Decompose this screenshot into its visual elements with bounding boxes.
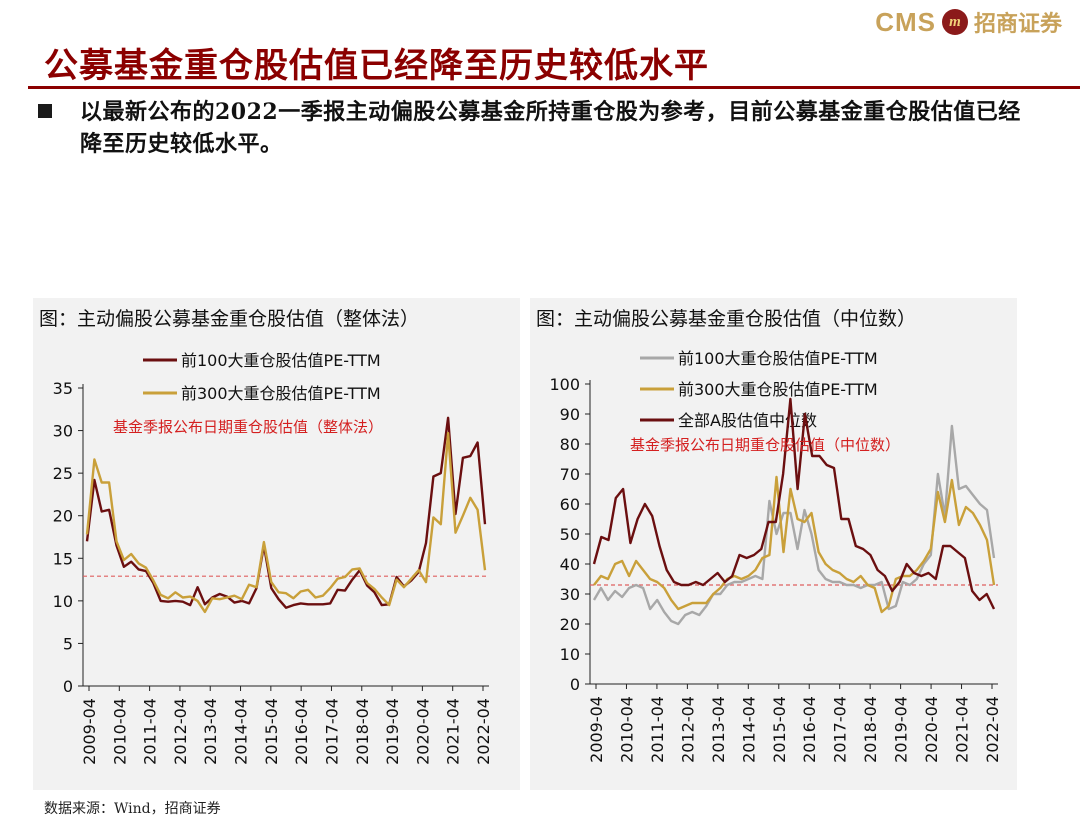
x-tick-label: 2022-04: [983, 696, 1002, 763]
x-tick-label: 2011-04: [648, 696, 667, 763]
y-tick-label: 100: [549, 375, 580, 394]
y-tick-label: 10: [53, 592, 73, 611]
chart-median-method: 图：主动偏股公募基金重仓股估值（中位数） 前100大重仓股估值PE-TTM 前300…: [536, 308, 1002, 763]
chart-panel-median: 图：主动偏股公募基金重仓股估值（中位数） 前100大重仓股估值PE-TTM 前300…: [530, 298, 1017, 790]
x-tick-label: 2015-04: [770, 696, 789, 763]
logo-company-name: 招商证券: [973, 11, 1062, 37]
series-line-0: [592, 424, 996, 626]
x-tick-label: 2017-04: [831, 696, 850, 763]
x-tick-label: 2020-04: [413, 698, 432, 765]
x-tick-label: 2018-04: [861, 696, 880, 763]
legend-label-1: 前300大重仓股估值PE-TTM: [181, 384, 381, 403]
chart-annotation: 基金季报公布日期重仓股估值（整体法）: [113, 418, 383, 436]
y-tick-label: 25: [53, 464, 73, 483]
x-tick-label: 2009-04: [80, 698, 99, 765]
series-line-1: [85, 431, 487, 614]
legend-label-1: 前300大重仓股估值PE-TTM: [678, 380, 878, 399]
y-tick-label: 60: [560, 495, 580, 514]
chart-panel-overall: 图：主动偏股公募基金重仓股估值（整体法） 前100大重仓股估值PE-TTM 前300…: [33, 298, 520, 790]
chart-annotation: 基金季报公布日期重仓股估值（中位数）: [630, 436, 900, 454]
y-tick-label: 15: [53, 549, 73, 568]
y-tick-label: 40: [560, 555, 580, 574]
lead-paragraph: 以最新公布的2022一季报主动偏股公募基金所持重仓股为参考，目前公募基金重仓股估…: [80, 99, 1021, 157]
series-line-2: [592, 397, 996, 610]
y-tick-label: 20: [53, 507, 73, 526]
x-tick-label: 2016-04: [800, 696, 819, 763]
x-tick-label: 2014-04: [739, 696, 758, 763]
x-tick-label: 2019-04: [892, 696, 911, 763]
series-line-1: [593, 475, 996, 614]
x-tick-label: 2018-04: [353, 698, 372, 765]
chart-title: 图：主动偏股公募基金重仓股估值（整体法）: [39, 308, 419, 330]
bullet-square-icon: [38, 104, 52, 118]
logo-mark-icon: m: [941, 9, 968, 35]
x-tick-label: 2016-04: [292, 698, 311, 765]
x-tick-label: 2011-04: [141, 698, 160, 765]
x-tick-label: 2022-04: [474, 698, 493, 765]
x-tick-label: 2019-04: [383, 698, 402, 765]
legend-label-0: 前100大重仓股估值PE-TTM: [181, 351, 381, 370]
y-tick-label: 50: [560, 525, 580, 544]
x-tick-label: 2013-04: [709, 696, 728, 763]
chart-overall-method: 图：主动偏股公募基金重仓股估值（整体法） 前100大重仓股估值PE-TTM 前300…: [39, 308, 493, 765]
legend-label-2: 全部A股估值中位数: [678, 411, 817, 430]
x-tick-label: 2009-04: [587, 696, 606, 763]
source-note: 数据来源：Wind，招商证券: [44, 801, 221, 817]
x-tick-label: 2013-04: [201, 698, 220, 765]
y-tick-label: 90: [560, 405, 580, 424]
y-tick-label: 35: [53, 379, 73, 398]
y-tick-label: 5: [63, 634, 73, 653]
chart-title: 图：主动偏股公募基金重仓股估值（中位数）: [536, 308, 916, 330]
y-tick-label: 30: [560, 585, 580, 604]
x-tick-label: 2017-04: [322, 698, 341, 765]
x-tick-label: 2012-04: [678, 696, 697, 763]
y-tick-label: 10: [560, 645, 580, 664]
y-tick-label: 80: [560, 435, 580, 454]
x-tick-label: 2021-04: [953, 696, 972, 763]
page-title: 公募基金重仓股估值已经降至历史较低水平: [44, 46, 709, 86]
y-tick-label: 0: [570, 675, 580, 694]
legend-label-0: 前100大重仓股估值PE-TTM: [678, 349, 878, 368]
x-tick-label: 2010-04: [617, 696, 636, 763]
y-tick-label: 20: [560, 615, 580, 634]
x-tick-label: 2010-04: [110, 698, 129, 765]
y-tick-label: 30: [53, 422, 73, 441]
y-tick-label: 0: [63, 677, 73, 696]
logo-text: CMS: [875, 6, 936, 37]
x-tick-label: 2021-04: [444, 698, 463, 765]
x-tick-label: 2020-04: [922, 696, 941, 763]
y-tick-label: 70: [560, 465, 580, 484]
title-divider: [28, 86, 1080, 89]
x-tick-label: 2014-04: [232, 698, 251, 765]
x-tick-label: 2012-04: [171, 698, 190, 765]
x-tick-label: 2015-04: [262, 698, 281, 765]
brand-logo: CMS m 招商证券: [875, 6, 1062, 38]
